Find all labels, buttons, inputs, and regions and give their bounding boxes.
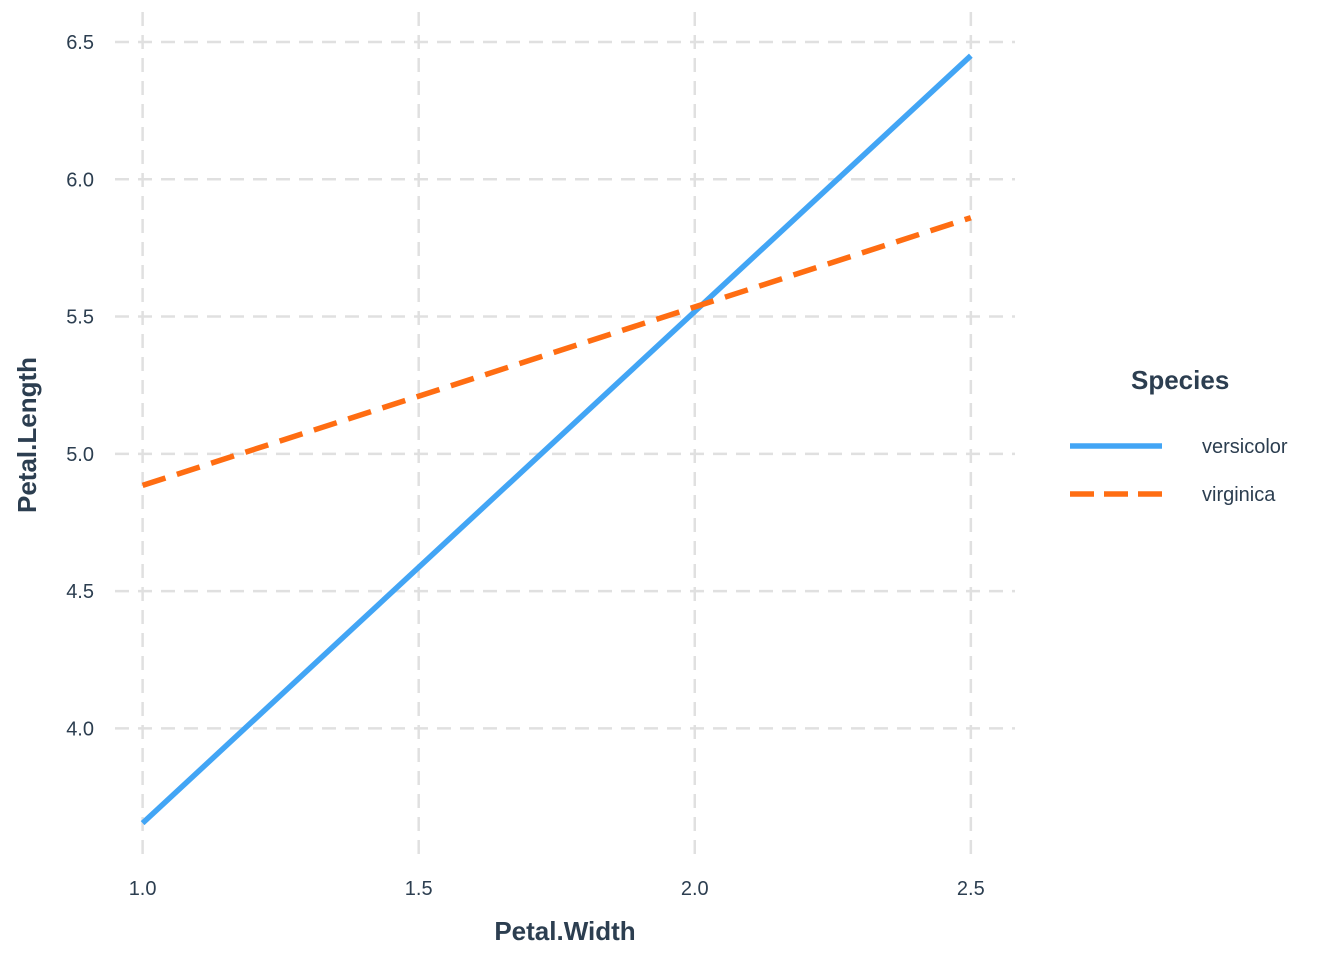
- y-tick-label: 5.0: [66, 444, 94, 466]
- x-tick-label: 2.5: [957, 878, 985, 900]
- x-tick-label: 1.5: [405, 878, 433, 900]
- y-axis-ticks: 4.0 4.5 5.0 5.5 6.0 6.5: [66, 32, 94, 740]
- legend-label-virginica: virginica: [1202, 484, 1276, 506]
- legend-title: Species: [1131, 365, 1229, 395]
- plot-area: [140, 53, 973, 826]
- grid: [115, 12, 1015, 862]
- y-tick-label: 5.5: [66, 307, 94, 329]
- y-tick-label: 4.0: [66, 718, 94, 740]
- y-tick-label: 4.5: [66, 581, 94, 603]
- series-line-versicolor: [140, 53, 973, 826]
- x-axis-title: Petal.Width: [494, 916, 635, 946]
- series-line-virginica: [141, 215, 972, 489]
- x-axis-ticks: 1.0 1.5 2.0 2.5: [129, 878, 985, 900]
- y-axis-title: Petal.Length: [12, 357, 42, 513]
- y-tick-label: 6.0: [66, 169, 94, 191]
- x-tick-label: 2.0: [681, 878, 709, 900]
- y-tick-label: 6.5: [66, 32, 94, 54]
- x-tick-label: 1.0: [129, 878, 157, 900]
- legend: Species versicolor virginica: [1070, 365, 1288, 506]
- legend-label-versicolor: versicolor: [1202, 436, 1288, 458]
